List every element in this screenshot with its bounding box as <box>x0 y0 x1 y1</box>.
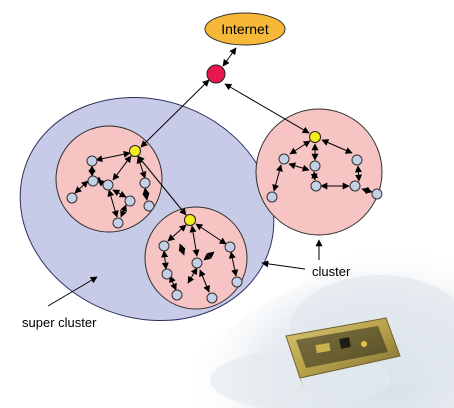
arrow <box>222 47 237 67</box>
light-blue-sensor-node-icon <box>266 191 278 203</box>
arrow <box>199 269 210 293</box>
arrow <box>136 156 147 179</box>
light-blue-sensor-node-icon <box>231 276 243 288</box>
light-blue-sensor-node-icon <box>351 154 363 166</box>
arrow <box>169 275 177 291</box>
light-blue-sensor-node-icon <box>143 200 155 212</box>
cluster-circle-right <box>255 108 383 236</box>
internet-node <box>204 12 286 46</box>
arrow <box>289 140 311 155</box>
arrow <box>178 243 186 256</box>
arrow <box>203 251 215 261</box>
arrow <box>112 189 127 198</box>
light-blue-sensor-node-icon <box>112 217 124 229</box>
light-blue-sensor-node-icon <box>66 192 78 204</box>
light-blue-sensor-node-icon <box>371 188 383 200</box>
arrow <box>321 139 353 154</box>
light-blue-sensor-node-icon <box>124 195 136 207</box>
light-blue-sensor-node-icon <box>171 289 183 301</box>
arrow <box>74 180 89 194</box>
arrow <box>187 267 198 284</box>
arrow-group <box>74 47 373 293</box>
light-blue-sensor-node-icon <box>224 241 236 253</box>
arrow <box>120 204 127 218</box>
arrow <box>140 79 210 148</box>
light-blue-sensor-node-icon <box>278 153 290 165</box>
arrow <box>189 225 200 257</box>
yellow-gateway-node-icon <box>129 145 141 157</box>
sensor-mote-device-photo <box>285 317 401 388</box>
cluster-pointer-line <box>261 260 306 270</box>
light-blue-sensor-node-icon <box>206 292 218 304</box>
red-router-node-icon <box>206 64 226 84</box>
arrow <box>228 251 239 277</box>
arrow <box>354 165 363 182</box>
arrow <box>195 223 227 245</box>
light-blue-sensor-node-icon <box>102 179 114 191</box>
yellow-gateway-node-icon <box>309 131 321 143</box>
super-cluster-label: super cluster <box>22 315 97 330</box>
arrow <box>224 83 310 134</box>
light-blue-sensor-node-icon <box>309 160 321 172</box>
yellow-gateway-node-icon <box>184 214 196 226</box>
arrow <box>142 187 150 201</box>
arrow <box>112 155 132 181</box>
light-blue-sensor-node-icon <box>87 175 99 187</box>
light-blue-sensor-node-icon <box>310 180 322 192</box>
arrow <box>161 250 169 270</box>
arrow <box>107 189 119 218</box>
arrow <box>361 186 373 195</box>
arrow <box>167 224 187 242</box>
arrow <box>272 164 283 192</box>
super-cluster-pointer-line <box>47 276 98 307</box>
light-blue-sensor-node-icon <box>158 240 170 252</box>
cluster-label: cluster <box>312 264 351 279</box>
arrow <box>310 171 319 181</box>
light-blue-sensor-node-icon <box>191 257 203 269</box>
arrow <box>94 176 106 187</box>
arrow <box>288 162 310 172</box>
internet-label: Internet <box>221 21 269 37</box>
light-blue-sensor-node-icon <box>86 155 98 167</box>
light-blue-sensor-node-icon <box>349 180 361 192</box>
light-blue-sensor-node-icon <box>161 268 173 280</box>
light-blue-sensor-node-icon <box>139 177 151 189</box>
